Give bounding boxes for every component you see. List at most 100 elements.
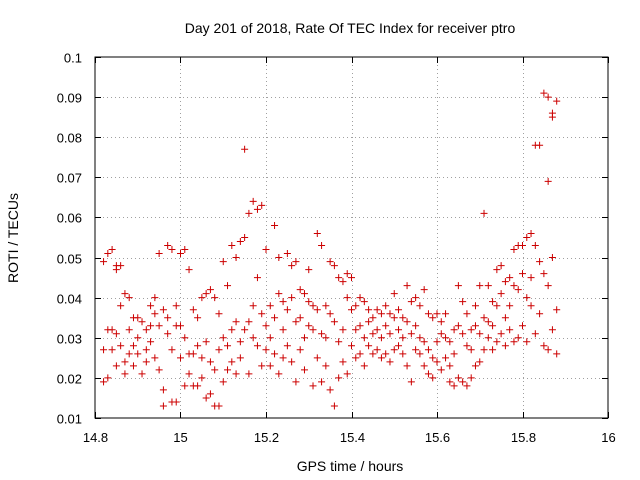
data-point bbox=[266, 302, 274, 310]
data-point bbox=[108, 346, 116, 354]
y-tick-label: 0.09 bbox=[57, 91, 82, 106]
data-point bbox=[480, 346, 488, 354]
data-point bbox=[476, 282, 484, 290]
data-point bbox=[489, 322, 497, 330]
data-point bbox=[283, 250, 291, 258]
data-point bbox=[459, 298, 467, 306]
data-point bbox=[266, 334, 274, 342]
data-point bbox=[129, 362, 137, 370]
x-tick-label: 16 bbox=[601, 430, 615, 445]
data-point bbox=[403, 282, 411, 290]
data-point bbox=[121, 370, 129, 378]
data-point bbox=[228, 242, 236, 250]
data-point bbox=[493, 302, 501, 310]
data-point bbox=[373, 306, 381, 314]
data-point bbox=[249, 334, 257, 342]
data-point bbox=[245, 318, 253, 326]
data-point bbox=[424, 370, 432, 378]
data-point bbox=[433, 358, 441, 366]
data-point bbox=[249, 197, 257, 205]
data-point bbox=[232, 370, 240, 378]
data-point bbox=[476, 358, 484, 366]
data-point bbox=[403, 362, 411, 370]
data-point bbox=[228, 358, 236, 366]
data-point bbox=[343, 270, 351, 278]
data-point bbox=[471, 322, 479, 330]
data-point bbox=[168, 246, 176, 254]
data-point bbox=[296, 314, 304, 322]
data-point bbox=[531, 242, 539, 250]
data-point bbox=[536, 310, 544, 318]
data-point bbox=[262, 246, 270, 254]
data-point bbox=[219, 378, 227, 386]
y-tick-label: 0.02 bbox=[57, 372, 82, 387]
data-point bbox=[527, 274, 535, 282]
data-point bbox=[147, 322, 155, 330]
data-point bbox=[467, 374, 475, 382]
data-point bbox=[433, 310, 441, 318]
data-point bbox=[390, 290, 398, 298]
data-point bbox=[108, 246, 116, 254]
data-point bbox=[489, 346, 497, 354]
data-point bbox=[369, 314, 377, 322]
data-point bbox=[399, 334, 407, 342]
data-point bbox=[198, 374, 206, 382]
data-point bbox=[125, 326, 133, 334]
data-point bbox=[245, 209, 253, 217]
data-point bbox=[446, 378, 454, 386]
data-point bbox=[463, 382, 471, 390]
data-point bbox=[476, 330, 484, 338]
data-point bbox=[189, 350, 197, 358]
data-point bbox=[300, 366, 308, 374]
data-point bbox=[125, 350, 133, 358]
data-point bbox=[322, 362, 330, 370]
data-point bbox=[527, 302, 535, 310]
data-point bbox=[454, 374, 462, 382]
data-point bbox=[194, 314, 202, 322]
data-point bbox=[206, 358, 214, 366]
data-point bbox=[467, 326, 475, 334]
data-point bbox=[356, 322, 364, 330]
data-point bbox=[335, 374, 343, 382]
data-point bbox=[548, 254, 556, 262]
data-point bbox=[510, 282, 518, 290]
data-point bbox=[386, 310, 394, 318]
data-point bbox=[484, 318, 492, 326]
data-point bbox=[544, 93, 552, 101]
data-point bbox=[536, 141, 544, 149]
data-point bbox=[420, 362, 428, 370]
x-tick-label: 15.2 bbox=[254, 430, 279, 445]
y-tick-label: 0.07 bbox=[57, 171, 82, 186]
data-point bbox=[450, 350, 458, 358]
data-point bbox=[253, 274, 261, 282]
data-point bbox=[360, 298, 368, 306]
data-point bbox=[326, 258, 334, 266]
data-point bbox=[134, 334, 142, 342]
data-point bbox=[523, 234, 531, 241]
data-point bbox=[228, 326, 236, 334]
data-point bbox=[181, 246, 189, 254]
data-point bbox=[450, 382, 458, 390]
data-point bbox=[365, 306, 373, 314]
data-point bbox=[386, 358, 394, 366]
data-point bbox=[181, 382, 189, 390]
data-point bbox=[288, 262, 296, 270]
data-point bbox=[112, 330, 120, 338]
data-point bbox=[412, 346, 420, 354]
data-point bbox=[352, 354, 360, 362]
data-point bbox=[326, 386, 334, 394]
data-point bbox=[300, 334, 308, 342]
data-point bbox=[348, 306, 355, 314]
data-point bbox=[377, 310, 385, 318]
data-point bbox=[429, 314, 437, 322]
data-point bbox=[125, 294, 133, 302]
data-point bbox=[138, 370, 146, 378]
data-point bbox=[523, 338, 531, 346]
data-point bbox=[305, 266, 313, 274]
data-point bbox=[407, 298, 415, 306]
data-point bbox=[420, 338, 428, 346]
data-point bbox=[198, 294, 206, 302]
data-point bbox=[514, 286, 522, 294]
y-tick-label: 0.03 bbox=[57, 332, 82, 347]
